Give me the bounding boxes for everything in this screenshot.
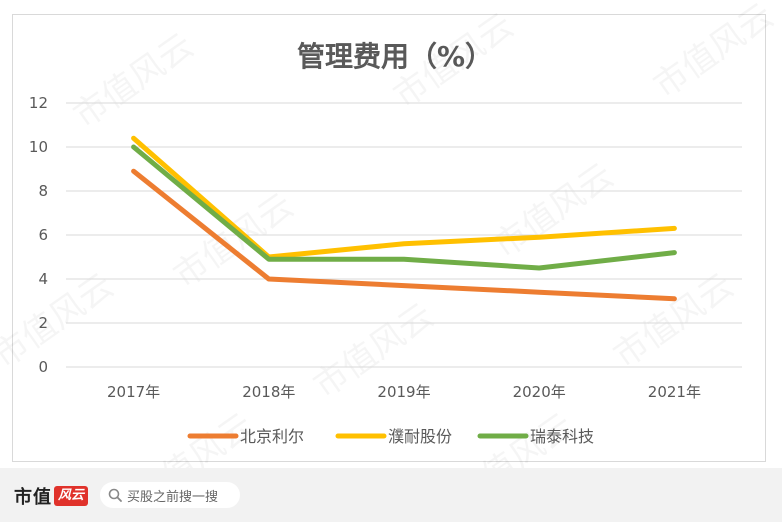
y-tick-label: 0 xyxy=(38,358,48,376)
chart-title: 管理费用（%） xyxy=(297,40,493,73)
series-line xyxy=(131,135,677,260)
brand-label: 市值 xyxy=(14,487,52,508)
y-tick-label: 2 xyxy=(38,314,48,332)
gridlines xyxy=(66,102,742,368)
legend-label: 濮耐股份 xyxy=(388,427,452,446)
legend-label: 瑞泰科技 xyxy=(530,427,594,446)
line-chart: 市值风云市值风云市值风云市值风云市值风云市值风云市值风云市值风云市值风云市值风云… xyxy=(0,0,781,446)
y-tick-label: 4 xyxy=(38,270,48,288)
x-tick-label: 2021年 xyxy=(648,383,701,401)
brand-mark: 风云 xyxy=(54,486,89,506)
brand-logo: 市值 风云 xyxy=(14,483,89,509)
y-tick-label: 10 xyxy=(29,138,48,156)
search-icon xyxy=(108,488,122,502)
legend-label: 北京利尔 xyxy=(240,427,304,446)
series-line xyxy=(131,144,677,271)
search-placeholder: 买股之前搜一搜 xyxy=(127,489,219,505)
chart-card: 市值风云市值风云市值风云市值风云市值风云市值风云市值风云市值风云市值风云市值风云… xyxy=(0,0,782,468)
chart-frame xyxy=(12,14,766,462)
legend: 北京利尔 濮耐股份 瑞泰科技 xyxy=(187,427,594,446)
search-box[interactable]: 买股之前搜一搜 xyxy=(100,482,240,508)
y-axis-ticks: 0 2 4 6 8 10 12 xyxy=(29,94,48,376)
x-tick-label: 2018年 xyxy=(242,383,295,401)
series-line xyxy=(131,168,677,302)
x-tick-label: 2020年 xyxy=(513,383,566,401)
y-tick-label: 6 xyxy=(38,226,48,244)
x-tick-label: 2017年 xyxy=(107,383,160,401)
y-tick-label: 8 xyxy=(38,182,48,200)
x-tick-label: 2019年 xyxy=(377,383,430,401)
series-lines xyxy=(131,135,677,302)
y-tick-label: 12 xyxy=(29,94,48,112)
x-axis-ticks: 2017年 2018年 2019年 2020年 2021年 xyxy=(107,383,701,401)
